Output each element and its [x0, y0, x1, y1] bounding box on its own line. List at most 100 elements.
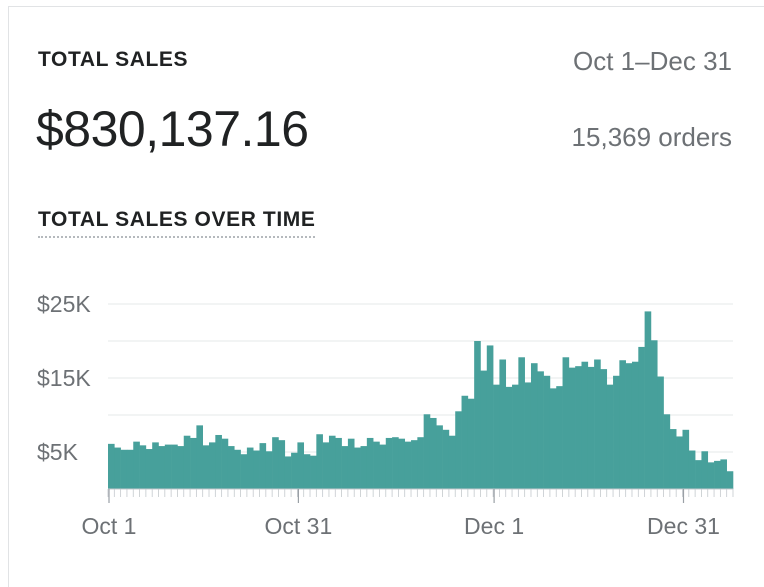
bar: [341, 446, 349, 489]
orders-count: 15,369 orders: [571, 122, 732, 152]
bar: [120, 449, 128, 489]
bar: [442, 429, 450, 489]
bar: [720, 459, 727, 489]
bar: [631, 361, 639, 489]
bar: [196, 425, 203, 489]
bar: [310, 455, 317, 489]
bar: [209, 442, 216, 489]
x-tick-label: Dec 1: [464, 513, 524, 539]
bar: [562, 357, 570, 489]
bar: [644, 311, 652, 489]
y-tick-label: $25K: [37, 291, 91, 317]
sales-over-time-chart: $5K $15K $25K Oct 1 Oct 31 Dec 1 Dec 31: [37, 291, 734, 539]
bar: [366, 437, 374, 489]
bar: [676, 436, 683, 489]
bar: [202, 445, 210, 489]
bar: [322, 442, 330, 489]
bar: [518, 357, 525, 489]
bar: [682, 429, 690, 489]
bar: [145, 449, 153, 489]
bar: [695, 460, 702, 489]
bar: [234, 449, 241, 489]
bar: [265, 451, 273, 489]
bar: [158, 446, 166, 489]
bar: [259, 443, 267, 489]
bar: [126, 449, 134, 489]
bar: [385, 437, 393, 489]
bar: [183, 435, 191, 489]
bar: [284, 456, 292, 489]
bar: [291, 452, 298, 489]
bar: [253, 450, 260, 489]
bar: [556, 386, 563, 489]
bar: [278, 440, 286, 489]
bar: [164, 444, 172, 489]
bar: [505, 386, 513, 489]
bar: [411, 440, 418, 489]
bar: [530, 363, 538, 489]
bar: [303, 454, 311, 489]
date-range[interactable]: Oct 1–Dec 31: [573, 46, 732, 76]
bar: [436, 425, 443, 489]
bar: [594, 359, 601, 489]
bar: [524, 382, 532, 489]
y-tick-label: $5K: [37, 439, 79, 465]
x-tick-label: Oct 31: [265, 513, 333, 539]
bar: [417, 437, 424, 489]
bar: [354, 447, 361, 489]
y-tick-label: $15K: [37, 365, 91, 391]
bar: [543, 375, 551, 489]
bar: [455, 411, 462, 489]
bar: [606, 384, 614, 489]
bar: [467, 398, 475, 489]
bar: [215, 434, 222, 489]
bar: [360, 446, 368, 489]
bar: [600, 369, 608, 489]
bar: [227, 446, 235, 489]
bar: [429, 417, 437, 489]
bar: [701, 451, 709, 489]
bar: [152, 442, 159, 489]
bar: [171, 444, 178, 489]
bar: [379, 444, 387, 489]
bar: [650, 340, 658, 489]
bar: [133, 441, 140, 489]
bar: [335, 437, 342, 489]
bar: [392, 437, 399, 489]
bar: [461, 395, 469, 489]
bar: [448, 435, 456, 489]
bar: [246, 447, 254, 489]
bar: [714, 460, 721, 489]
bar: [613, 375, 620, 489]
bar: [625, 363, 633, 489]
bar: [398, 438, 406, 489]
bar: [316, 434, 323, 489]
bar: [404, 441, 412, 489]
bar: [581, 361, 589, 489]
bar: [114, 447, 121, 489]
bar: [108, 443, 115, 489]
bar: [474, 341, 481, 489]
bar: [638, 346, 645, 489]
bar: [480, 370, 488, 489]
bar: [512, 384, 519, 489]
bar: [139, 445, 147, 489]
bar: [486, 345, 494, 489]
bar: [423, 414, 431, 489]
x-tick-label: Oct 1: [82, 513, 137, 539]
bar: [688, 450, 696, 489]
bar: [663, 414, 671, 489]
bar: [177, 446, 185, 489]
chart-title[interactable]: TOTAL SALES OVER TIME: [38, 208, 316, 238]
bar: [373, 441, 380, 489]
bar: [347, 438, 355, 489]
bar: [669, 429, 677, 489]
bar: [190, 437, 197, 489]
bar: [297, 442, 305, 489]
bar: [619, 360, 626, 489]
bar: [657, 376, 664, 489]
bar: [707, 462, 715, 489]
bar: [328, 435, 336, 489]
bar: [537, 371, 544, 489]
x-tick-label: Dec 31: [647, 513, 720, 539]
